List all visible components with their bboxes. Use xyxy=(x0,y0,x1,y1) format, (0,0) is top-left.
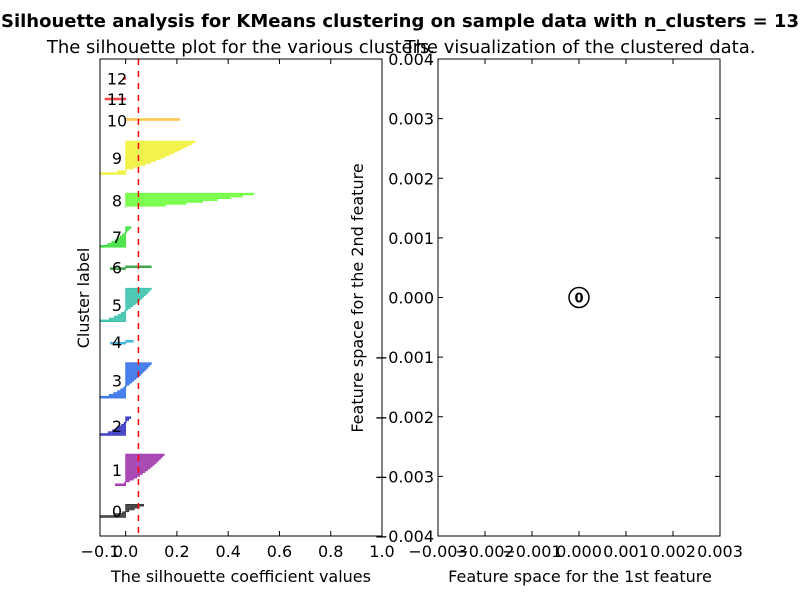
silhouette-axes-frame xyxy=(99,58,383,537)
cluster-11-silhouette xyxy=(104,97,126,101)
silhouette-x-tick-label: 0.8 xyxy=(318,542,343,561)
scatter-y-label: Feature space for the 2nd feature xyxy=(348,163,367,432)
cluster-2-silhouette xyxy=(99,416,132,436)
scatter-y-tick-label: 0.003 xyxy=(388,110,434,129)
cluster-4-silhouette xyxy=(110,340,134,345)
cluster-5-silhouette xyxy=(99,287,152,322)
cluster-3-label: 3 xyxy=(112,371,122,390)
cluster-12-silhouette xyxy=(122,77,126,80)
cluster-0-label: 0 xyxy=(112,502,122,521)
cluster-6-label: 6 xyxy=(112,259,122,278)
cluster-12-label: 12 xyxy=(107,70,127,89)
scatter-points: 0 xyxy=(568,286,590,309)
scatter-x-tick-label: −0.003 xyxy=(408,542,467,561)
silhouette-plot-title: The silhouette plot for the various clus… xyxy=(46,37,435,58)
silhouette-x-ticks: −0.10.0 0.2 0.4 0.6 0.8 1.0 xyxy=(81,59,395,561)
scatter-x-tick-label: 0.000 xyxy=(556,542,602,561)
scatter-y-tick-label: 0.000 xyxy=(388,289,434,308)
cluster-5-label: 5 xyxy=(112,296,122,315)
scatter-x-tick-label: −0.002 xyxy=(455,542,514,561)
scatter-y-tick-label: 0.004 xyxy=(388,50,434,69)
cluster-1-silhouette xyxy=(115,453,165,486)
cluster-3-silhouette xyxy=(99,362,152,399)
silhouette-x-label: The silhouette coefficient values xyxy=(110,567,371,586)
cluster-6-silhouette xyxy=(110,265,152,270)
scatter-y-tick-label: 0.002 xyxy=(388,169,434,188)
cluster-scatter-plot: The visualization of the clustered data.… xyxy=(348,37,756,586)
scatter-x-label: Feature space for the 1st feature xyxy=(448,567,712,586)
scatter-x-tick-label: 0.001 xyxy=(603,542,649,561)
silhouette-x-tick-label: 0.0 xyxy=(113,542,138,561)
silhouette-plot: The silhouette plot for the various clus… xyxy=(46,37,435,586)
silhouette-x-tick-label: 1.0 xyxy=(369,542,394,561)
scatter-y-tick-label: −0.004 xyxy=(375,527,434,546)
scatter-y-tick-label: −0.001 xyxy=(375,348,434,367)
cluster-8-label: 8 xyxy=(112,192,122,211)
cluster-7-silhouette xyxy=(99,226,132,248)
cluster-center-label: 0 xyxy=(574,292,583,307)
silhouette-x-tick-label: 0.6 xyxy=(267,542,292,561)
cluster-9-label: 9 xyxy=(112,149,122,168)
scatter-y-ticks: −0.004 −0.003 −0.002 −0.001 0.000 0.001 0.002 0… xyxy=(375,50,720,546)
silhouette-x-tick-label: 0.4 xyxy=(215,542,240,561)
scatter-y-tick-label: −0.003 xyxy=(375,467,434,486)
scatter-x-tick-label: −0.001 xyxy=(502,542,561,561)
cluster-10-silhouette xyxy=(125,118,180,123)
cluster-11-label: 11 xyxy=(107,90,127,109)
cluster-7-label: 7 xyxy=(112,228,122,247)
silhouette-x-tick-label: −0.1 xyxy=(81,542,120,561)
scatter-x-tick-label: 0.002 xyxy=(650,542,696,561)
scatter-x-tick-label: 0.003 xyxy=(697,542,743,561)
silhouette-y-label: Cluster label xyxy=(74,248,93,349)
cluster-4-label: 4 xyxy=(112,333,122,352)
cluster-9-silhouette xyxy=(99,140,196,175)
figure-suptitle: Silhouette analysis for KMeans clusterin… xyxy=(1,11,799,32)
cluster-10-label: 10 xyxy=(107,111,127,130)
cluster-8-silhouette xyxy=(125,192,255,209)
cluster-center-marker xyxy=(568,286,590,309)
scatter-y-tick-label: 0.001 xyxy=(388,229,434,248)
scatter-plot-title: The visualization of the clustered data. xyxy=(404,37,756,58)
cluster-1-label: 1 xyxy=(112,461,122,480)
silhouette-x-tick-label: 0.2 xyxy=(164,542,189,561)
cluster-0-silhouette xyxy=(99,504,144,518)
cluster-2-label: 2 xyxy=(112,417,122,436)
scatter-y-tick-label: −0.002 xyxy=(375,408,434,427)
